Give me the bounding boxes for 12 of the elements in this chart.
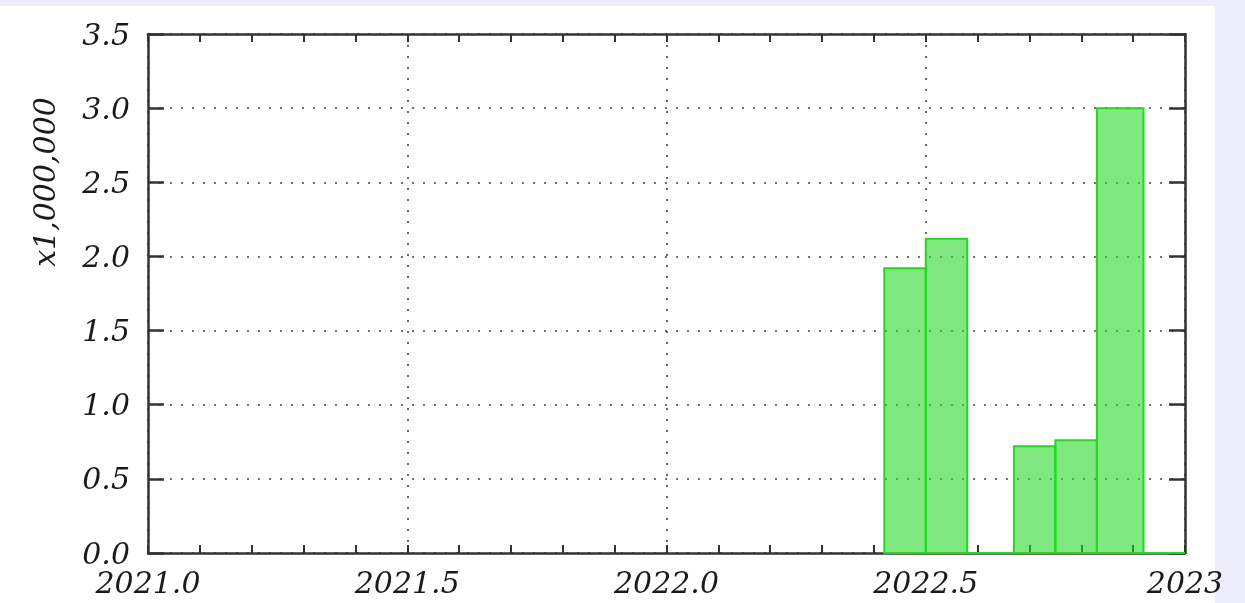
y-tick-label: 1.5 [82,313,130,349]
x-tick-label: 2023 [1145,564,1224,600]
y-tick-label: 2.5 [81,164,130,200]
y-tick-label: 2.0 [81,238,130,274]
y-tick-label: 1.0 [82,387,130,423]
y-tick-label: 3.5 [82,16,130,52]
y-axis-title: x1,000,000 [26,97,62,267]
y-tick-label: 0.5 [82,461,130,497]
x-tick-label: 2022.0 [613,564,719,600]
x-tick-label: 2022.5 [872,564,979,600]
y-tick-label: 3.0 [82,90,130,126]
x-tick-label: 2021.5 [353,564,460,600]
